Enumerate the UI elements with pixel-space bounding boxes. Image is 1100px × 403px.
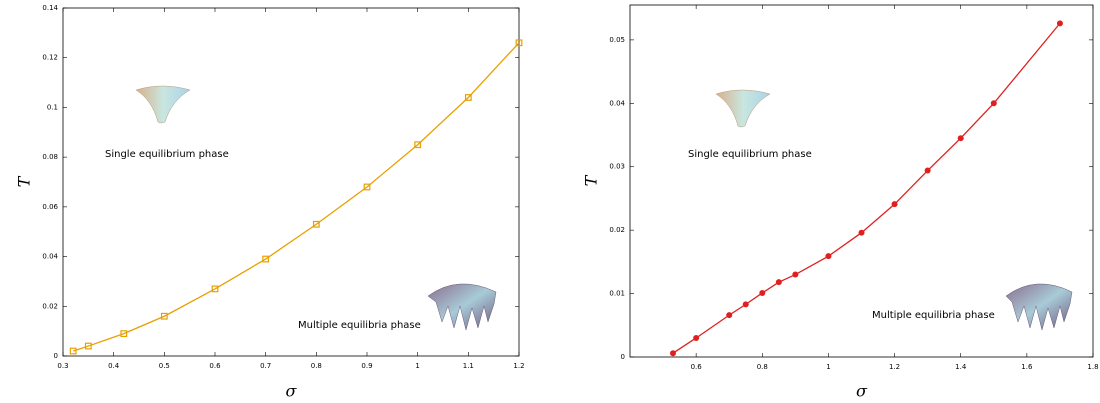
x-tick-label: 0.6	[691, 363, 703, 371]
marker	[414, 141, 422, 149]
marker	[120, 330, 128, 338]
annotation: Single equilibrium phase	[105, 149, 229, 160]
y-tick-label: 0.02	[609, 226, 625, 234]
x-tick-label: 1.8	[1087, 363, 1098, 371]
x-tick-label: 1.4	[955, 363, 967, 371]
x-axis-label: σ	[856, 382, 868, 401]
y-tick-label: 0.05	[609, 36, 625, 44]
x-tick-label: 0.7	[260, 362, 271, 370]
x-tick-label: 1	[415, 362, 419, 370]
line	[672, 22, 1061, 354]
marker	[669, 350, 676, 357]
x-tick-label: 1.2	[513, 362, 524, 370]
x-tick-label: 0.8	[757, 363, 768, 371]
plot-frame	[629, 4, 1094, 358]
marker	[742, 301, 749, 308]
marker	[924, 167, 931, 174]
annotation: Multiple equilibria phase	[298, 320, 421, 331]
plot-frame	[62, 7, 520, 357]
marker	[211, 285, 219, 293]
y-axis-label: T	[15, 175, 34, 187]
y-axis-label: T	[582, 174, 601, 186]
single-icon	[715, 89, 771, 128]
marker	[792, 271, 799, 278]
annotation: Multiple equilibria phase	[872, 310, 995, 321]
marker	[464, 94, 472, 101]
marker	[312, 220, 320, 228]
y-tick-label: 0.04	[42, 253, 58, 261]
x-tick-label: 0.4	[108, 362, 120, 370]
x-tick-label: 1.1	[463, 362, 474, 370]
multiple-icon	[1005, 283, 1073, 331]
x-tick-label: 1.2	[889, 363, 900, 371]
y-tick-label: 0	[54, 352, 58, 360]
marker	[990, 100, 997, 107]
y-tick-label: 0	[621, 353, 625, 361]
x-tick-label: 0.3	[57, 362, 68, 370]
marker	[69, 347, 77, 355]
marker	[775, 279, 782, 286]
y-tick-label: 0.12	[42, 54, 58, 62]
annotation: Single equilibrium phase	[688, 149, 812, 160]
x-tick-label: 0.6	[209, 362, 221, 370]
marker	[726, 312, 733, 319]
x-axis-label: σ	[286, 382, 298, 401]
y-tick-label: 0.1	[47, 103, 58, 111]
marker	[957, 135, 964, 142]
marker	[858, 229, 865, 236]
x-tick-label: 0.8	[311, 362, 322, 370]
marker	[363, 183, 371, 191]
y-tick-label: 0.04	[609, 99, 625, 107]
y-tick-label: 0.03	[609, 163, 625, 171]
y-tick-label: 0.06	[42, 203, 58, 211]
y-tick-label: 0.02	[42, 302, 58, 310]
marker	[160, 312, 168, 320]
marker	[262, 255, 270, 263]
marker	[515, 39, 523, 47]
y-tick-label: 0.08	[42, 153, 58, 161]
single-icon	[135, 85, 191, 124]
y-tick-label: 0.14	[42, 4, 58, 12]
marker	[693, 334, 700, 341]
x-tick-label: 0.9	[361, 362, 372, 370]
icons	[135, 85, 1073, 331]
marker	[759, 289, 766, 296]
x-tick-label: 1.6	[1021, 363, 1033, 371]
line	[72, 42, 520, 352]
marker	[891, 201, 898, 208]
x-tick-label: 1	[826, 363, 830, 371]
y-tick-label: 0.01	[609, 290, 625, 298]
marker	[825, 253, 832, 260]
marker	[84, 342, 92, 350]
multiple-icon	[427, 283, 497, 331]
x-tick-label: 0.5	[159, 362, 170, 370]
marker	[1056, 20, 1063, 27]
